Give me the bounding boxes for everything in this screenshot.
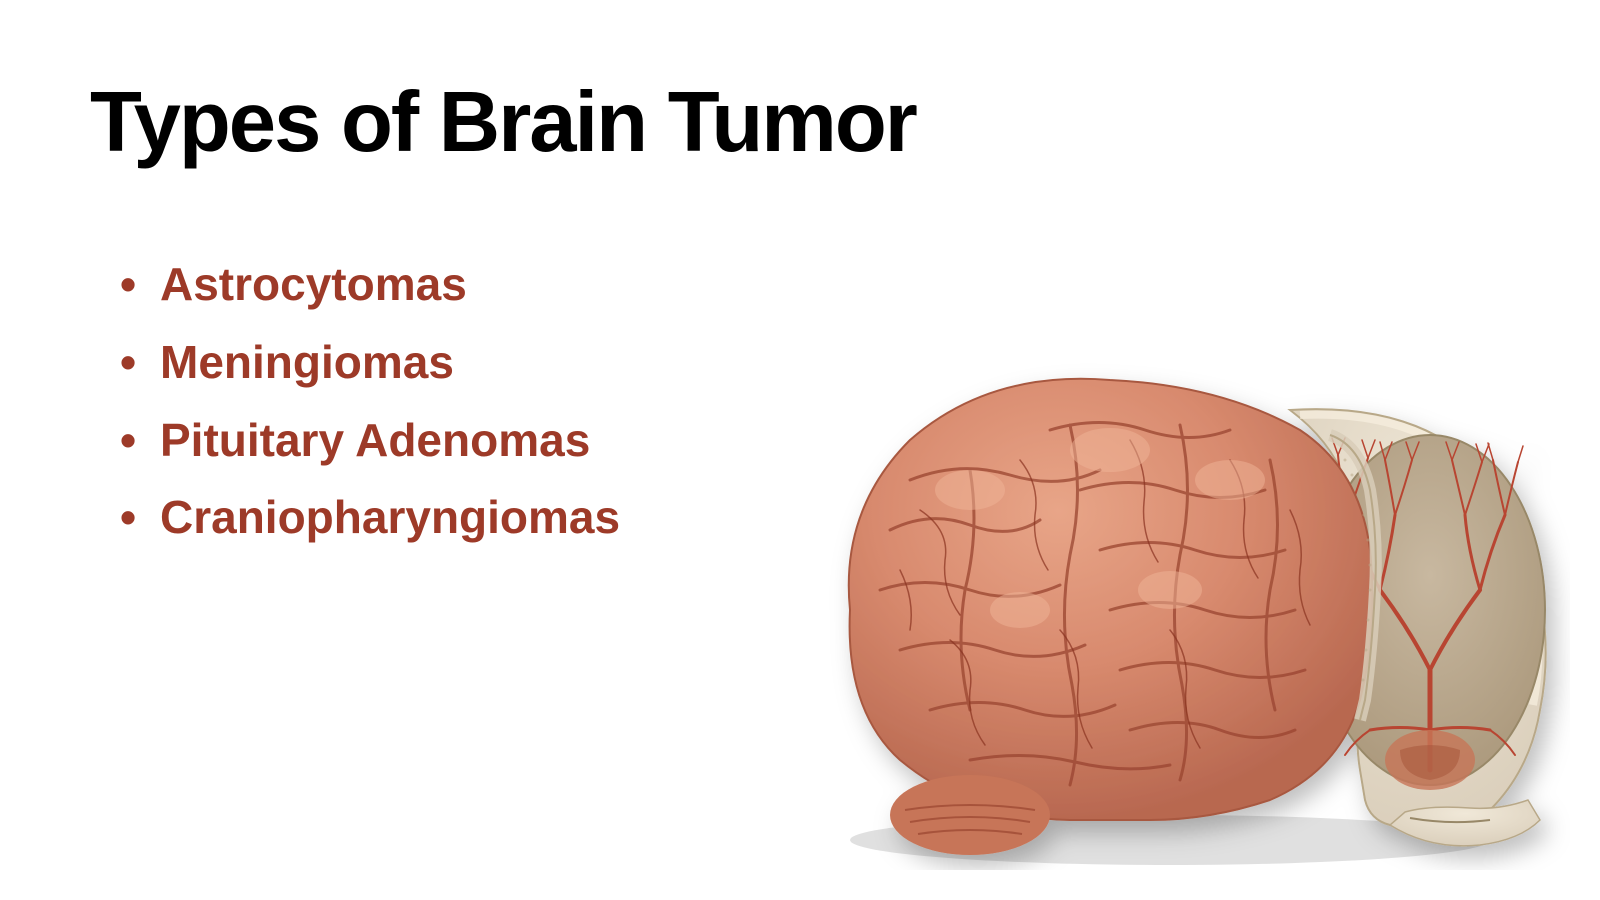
slide-container: Types of Brain Tumor Astrocytomas Mening… [0,0,1600,900]
page-title: Types of Brain Tumor [90,80,1510,165]
brain-anatomy-illustration [770,330,1570,870]
list-item: Astrocytomas [120,255,1510,315]
